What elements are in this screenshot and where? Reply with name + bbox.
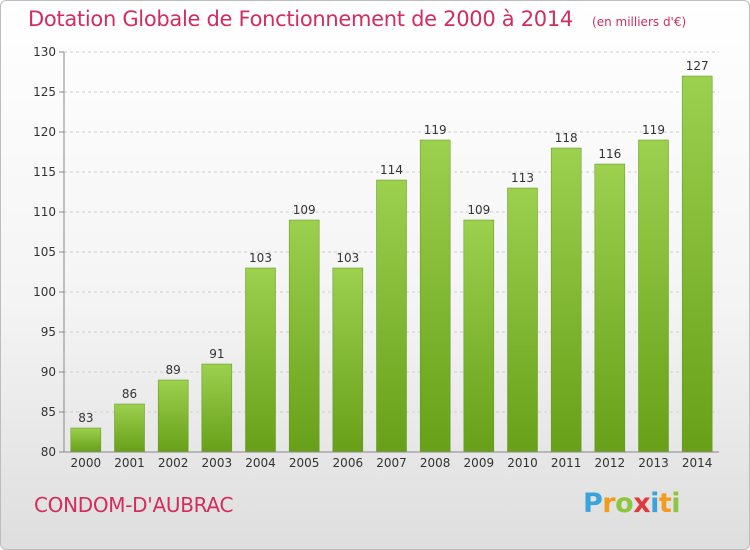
bar-2009 <box>463 219 495 453</box>
x-tick-label-2014: 2014 <box>682 456 713 470</box>
bar-2013 <box>638 139 669 453</box>
x-tick-label-2013: 2013 <box>638 456 669 470</box>
y-tick-label-80: 80 <box>41 445 56 459</box>
data-label-2001: 86 <box>122 387 137 401</box>
bar-2001 <box>114 403 145 453</box>
data-label-2008: 119 <box>424 123 447 137</box>
chart-title: Dotation Globale de Fonctionnement de 20… <box>28 7 573 31</box>
x-tick-label-2012: 2012 <box>595 456 626 470</box>
data-label-2013: 119 <box>642 123 665 137</box>
data-label-2010: 113 <box>511 171 534 185</box>
x-tick-label-2009: 2009 <box>464 456 495 470</box>
bar-2004 <box>245 267 276 453</box>
bar-2012 <box>594 163 626 453</box>
x-tick-label-2001: 2001 <box>114 456 145 470</box>
y-tick-label-90: 90 <box>41 365 56 379</box>
bar-2005 <box>288 219 320 453</box>
data-label-2004: 103 <box>249 251 272 265</box>
data-label-2005: 109 <box>293 203 316 217</box>
bar-2002 <box>157 379 189 453</box>
x-tick-label-2006: 2006 <box>333 456 364 470</box>
title-row: Dotation Globale de Fonctionnement de 20… <box>28 7 686 31</box>
bar-2010 <box>507 187 538 453</box>
y-tick-label-85: 85 <box>41 405 56 419</box>
data-label-2007: 114 <box>380 163 403 177</box>
y-tick-label-130: 130 <box>33 45 56 59</box>
x-tick-label-2007: 2007 <box>376 456 407 470</box>
proxiti-logo: Proxiti <box>583 488 681 519</box>
x-tick-label-2010: 2010 <box>507 456 538 470</box>
data-label-2003: 91 <box>209 347 224 361</box>
data-label-2012: 116 <box>598 147 621 161</box>
x-tick-label-2002: 2002 <box>158 456 189 470</box>
bar-2014 <box>681 75 713 453</box>
data-label-2006: 103 <box>336 251 359 265</box>
y-tick-label-110: 110 <box>33 205 56 219</box>
x-tick-label-2004: 2004 <box>245 456 276 470</box>
x-tick-label-2003: 2003 <box>202 456 233 470</box>
x-tick-label-2000: 2000 <box>71 456 102 470</box>
bar-2003 <box>201 363 233 453</box>
chart-unit: (en milliers d'€) <box>592 15 687 29</box>
bar-2007 <box>376 179 407 453</box>
data-label-2009: 109 <box>467 203 490 217</box>
bar-2000 <box>70 427 102 453</box>
bar-2011 <box>550 147 582 453</box>
y-tick-label-115: 115 <box>33 165 56 179</box>
bar-2008 <box>419 139 451 453</box>
x-tick-label-2011: 2011 <box>551 456 582 470</box>
data-label-2000: 83 <box>78 411 93 425</box>
x-tick-label-2008: 2008 <box>420 456 451 470</box>
bar-2006 <box>332 267 364 453</box>
data-label-2011: 118 <box>555 131 578 145</box>
y-tick-label-100: 100 <box>33 285 56 299</box>
data-label-2002: 89 <box>166 363 181 377</box>
y-tick-label-105: 105 <box>33 245 56 259</box>
y-tick-label-95: 95 <box>41 325 56 339</box>
commune-name: CONDOM-D'AUBRAC <box>34 493 234 517</box>
y-tick-label-125: 125 <box>33 85 56 99</box>
y-tick-label-120: 120 <box>33 125 56 139</box>
data-label-2014: 127 <box>686 59 709 73</box>
x-tick-label-2005: 2005 <box>289 456 320 470</box>
